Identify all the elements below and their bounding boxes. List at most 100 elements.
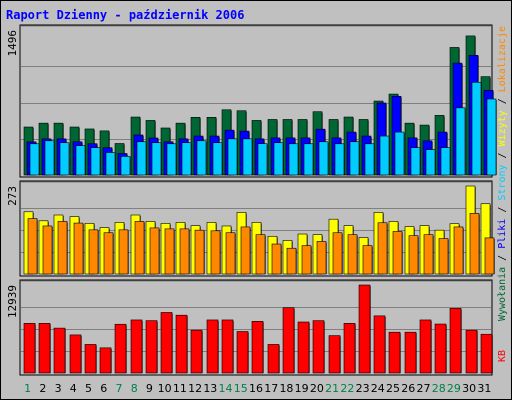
bar-lokalizacje-3 (57, 221, 68, 275)
bar-strony-6 (105, 152, 116, 176)
bar-kb-4 (69, 334, 82, 374)
bar-kb-30 (465, 329, 478, 374)
bar-kb-2 (38, 323, 51, 374)
bar-kb-19 (297, 321, 310, 374)
x-tick-label-26: 26 (401, 382, 415, 395)
right-legend-kb: KB (497, 350, 508, 362)
bar-kb-6 (99, 347, 112, 374)
x-tick-label-4: 4 (70, 382, 77, 395)
x-tick-label-1: 1 (24, 382, 31, 395)
x-tick-label-24: 24 (371, 382, 385, 395)
bar-kb-5 (84, 344, 97, 374)
bar-kb-7 (114, 323, 127, 374)
x-tick-label-11: 11 (173, 382, 187, 395)
bar-strony-22 (349, 141, 360, 176)
bar-strony-8 (136, 141, 147, 176)
x-tick-label-3: 3 (55, 382, 62, 395)
bar-strony-31 (486, 98, 497, 176)
bar-lokalizacje-13 (210, 230, 221, 275)
bar-lokalizacje-8 (134, 221, 145, 275)
right-legend-item-1: / (497, 249, 508, 267)
bar-lokalizacje-28 (438, 238, 449, 275)
bar-lokalizacje-9 (149, 227, 160, 275)
bar-lokalizacje-19 (301, 245, 312, 275)
bar-lokalizacje-31 (484, 237, 495, 275)
bar-kb-9 (145, 320, 158, 374)
bar-kb-28 (434, 323, 447, 374)
x-tick-label-29: 29 (447, 382, 461, 395)
bar-strony-2 (44, 140, 55, 176)
x-tick-label-28: 28 (432, 382, 446, 395)
bar-lokalizacje-20 (316, 241, 327, 275)
bar-lokalizacje-10 (164, 228, 175, 275)
bar-kb-11 (175, 314, 188, 374)
bar-kb-14 (221, 319, 234, 374)
bar-kb-26 (404, 331, 417, 374)
bar-lokalizacje-16 (255, 234, 266, 275)
bar-kb-10 (160, 312, 173, 374)
bar-lokalizacje-22 (347, 234, 358, 275)
bar-lokalizacje-7 (118, 229, 129, 275)
bar-kb-1 (23, 323, 36, 374)
bar-lokalizacje-12 (194, 229, 205, 275)
bar-kb-23 (358, 284, 371, 374)
x-tick-label-7: 7 (115, 382, 122, 395)
bar-strony-30 (471, 82, 482, 176)
bar-lokalizacje-30 (469, 213, 480, 275)
bar-lokalizacje-27 (423, 234, 434, 275)
bar-strony-26 (410, 147, 421, 176)
bar-kb-15 (236, 331, 249, 374)
bar-strony-29 (455, 107, 466, 176)
bar-strony-15 (242, 138, 253, 176)
x-tick-label-17: 17 (264, 382, 278, 395)
x-tick-label-14: 14 (219, 382, 233, 395)
x-tick-label-12: 12 (188, 382, 202, 395)
bar-strony-11 (181, 142, 192, 176)
x-tick-label-18: 18 (279, 382, 293, 395)
bar-lokalizacje-26 (408, 235, 419, 275)
x-tick-label-31: 31 (477, 382, 491, 395)
bar-kb-27 (419, 319, 432, 374)
bar-lokalizacje-2 (42, 225, 53, 275)
bar-lokalizacje-5 (88, 229, 99, 275)
bar-lokalizacje-23 (362, 245, 373, 275)
x-tick-label-9: 9 (146, 382, 153, 395)
chart-title: Raport Dzienny - październik 2006 (6, 8, 244, 22)
bar-strony-3 (59, 142, 70, 176)
x-tick-label-5: 5 (85, 382, 92, 395)
x-tick-label-30: 30 (462, 382, 476, 395)
bar-kb-18 (282, 307, 295, 374)
bar-strony-24 (379, 135, 390, 176)
bar-kb-29 (449, 308, 462, 374)
x-tick-label-6: 6 (100, 382, 107, 395)
bar-lokalizacje-29 (453, 226, 464, 275)
bar-lokalizacje-18 (286, 247, 297, 275)
bar-lokalizacje-21 (332, 232, 343, 275)
x-tick-label-22: 22 (340, 382, 354, 395)
bar-kb-24 (373, 315, 386, 374)
bar-strony-1 (29, 143, 40, 176)
right-legend-item-8: Lokalizacje (497, 26, 508, 92)
bar-lokalizacje-11 (179, 228, 190, 275)
right-legend-item-4: Strony (497, 164, 508, 200)
x-tick-label-13: 13 (203, 382, 217, 395)
bar-lokalizacje-25 (392, 231, 403, 275)
bar-strony-13 (212, 142, 223, 176)
right-legend-top: Wywołania / Pliki / Strony / Wizyty / Lo… (497, 26, 508, 321)
bar-strony-14 (227, 138, 238, 176)
x-tick-label-10: 10 (158, 382, 172, 395)
x-tick-label-2: 2 (39, 382, 46, 395)
bar-strony-27 (425, 149, 436, 176)
bar-strony-9 (151, 142, 162, 176)
bar-strony-19 (303, 143, 314, 176)
bar-strony-10 (166, 143, 177, 176)
bar-kb-13 (206, 319, 219, 374)
bar-lokalizacje-15 (240, 226, 251, 275)
bar-strony-12 (196, 140, 207, 176)
bar-kb-25 (388, 331, 401, 374)
bar-kb-21 (328, 335, 341, 374)
x-tick-label-21: 21 (325, 382, 339, 395)
panel-1-ymax-label: 1496 (6, 30, 19, 57)
bar-strony-23 (364, 143, 375, 176)
